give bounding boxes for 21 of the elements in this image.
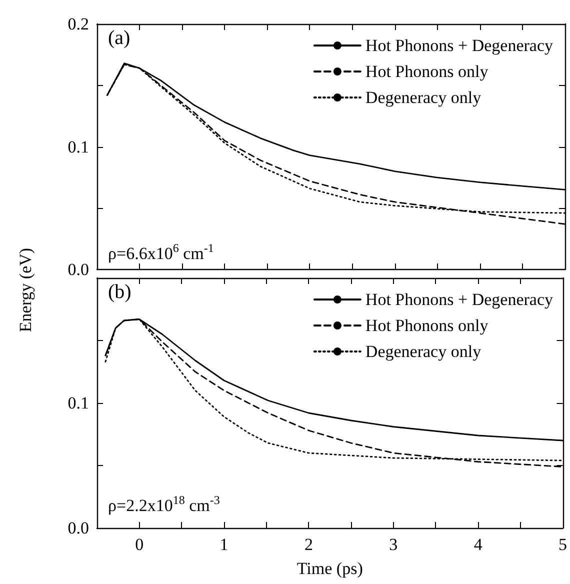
y-tick-label: 0.1 (68, 137, 89, 156)
annotation: (a) (108, 27, 130, 49)
x-tick-label: 3 (389, 535, 398, 554)
x-tick-label: 0 (135, 535, 144, 554)
y-tick-label: 0.0 (68, 518, 89, 538)
y-tick-label: 0.0 (68, 260, 89, 279)
x-axis-title: Time (ps) (296, 559, 363, 578)
legend-label: Hot Phonons + Degeneracy (365, 36, 554, 55)
x-tick-label: 1 (220, 535, 228, 554)
x-tick-label: 2 (304, 535, 313, 554)
legend-label: Degeneracy only (365, 88, 482, 107)
annotation: (b) (108, 281, 132, 303)
legend-label: Hot Phonons only (365, 316, 489, 335)
y-tick-label: 0.2 (68, 14, 89, 34)
y-axis-title: Energy (eV) (16, 248, 36, 332)
y-tick-label: 0.1 (68, 394, 89, 412)
legend-label: Hot Phonons only (365, 62, 489, 81)
x-tick-label: 5 (558, 535, 567, 554)
legend-label: Hot Phonons + Degeneracy (365, 290, 554, 309)
x-tick-label: 4 (474, 535, 483, 554)
legend-label: Degeneracy only (365, 342, 482, 361)
